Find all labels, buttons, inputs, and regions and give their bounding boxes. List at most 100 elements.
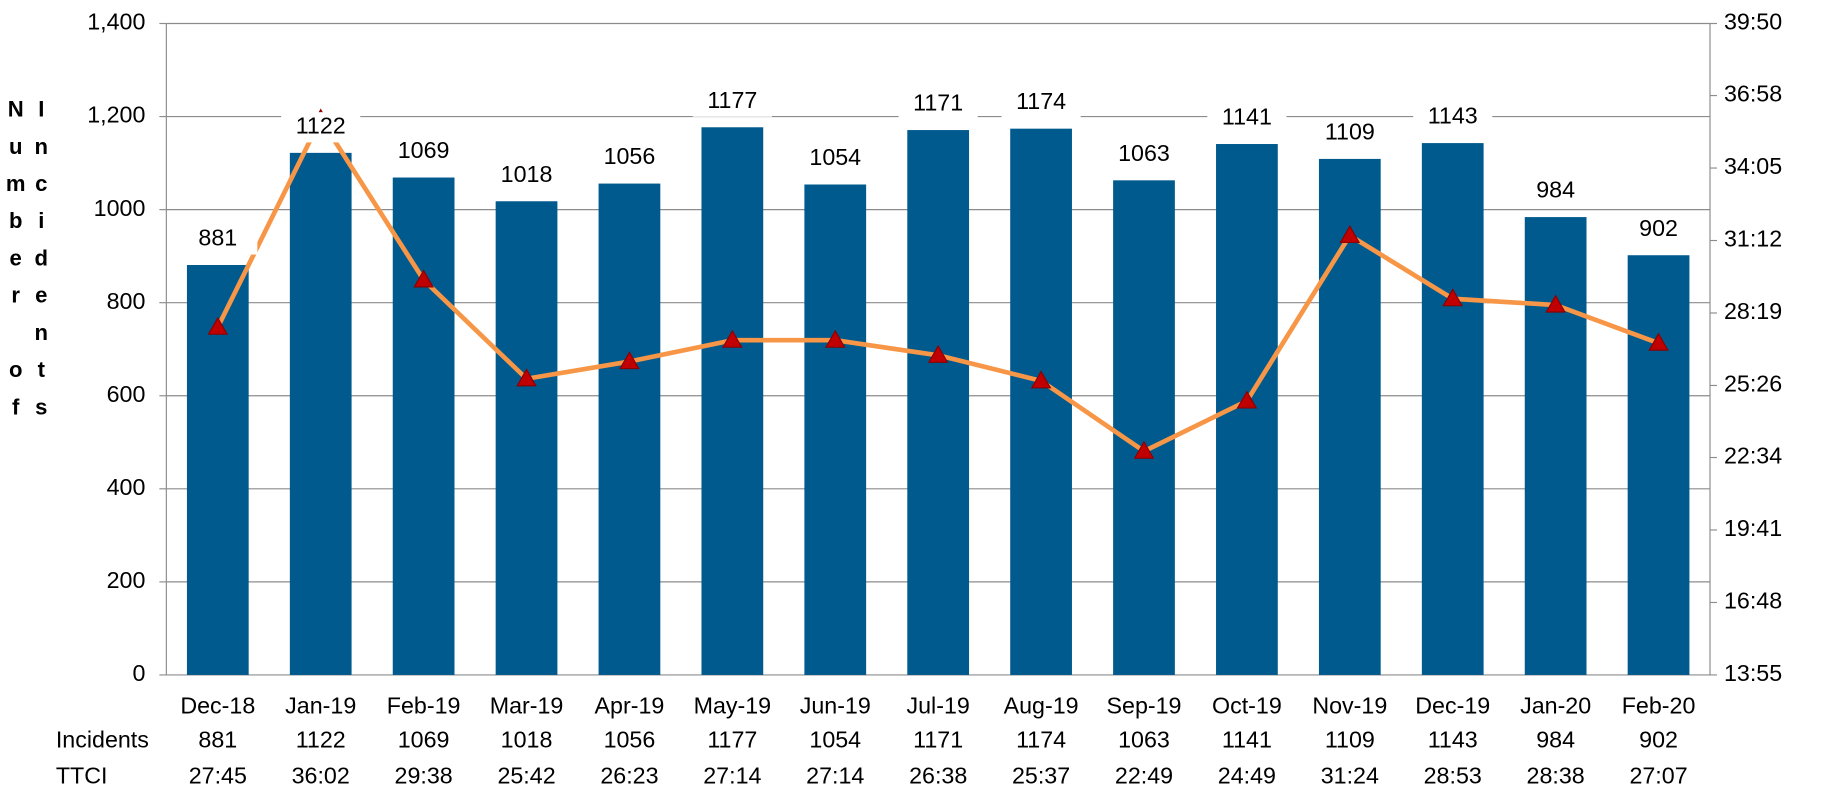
data-label: 1171 [913,90,963,116]
data-label-bg [589,142,669,174]
line-marker [824,329,846,348]
y-tick-label: 200 [107,567,146,593]
data-label-bg [1207,103,1287,134]
table-cell: 1177 [707,726,757,752]
x-tick-label: Feb-19 [387,693,461,719]
y2-tick-label: 36:58 [1724,81,1782,107]
table-row-label: Incidents [56,726,149,752]
bar [907,130,970,675]
x-tick-label: Jan-19 [285,693,356,719]
x-tick-label: Sep-19 [1107,693,1182,719]
bar [1627,255,1690,675]
bar [804,184,867,675]
line-marker [1545,294,1566,313]
table-cell: 24:49 [1218,762,1276,788]
data-label-bg [1413,102,1493,133]
table-cell: 1143 [1428,726,1478,752]
y2-tick-label: 16:48 [1724,588,1782,614]
y-tick-label: 600 [107,381,146,407]
data-label: 902 [1639,215,1678,241]
x-tick-label: Mar-19 [490,693,564,719]
data-label: 1069 [398,137,450,163]
data-label-bg [1516,176,1596,207]
x-tick-label: Oct-19 [1212,693,1282,719]
x-tick-label: May-19 [694,693,772,719]
data-label-bg [1310,118,1390,149]
table-cell: 27:14 [703,762,761,788]
x-tick-label: Nov-19 [1312,693,1387,719]
y-axis-title-box: Number of Incidents [3,97,49,433]
data-label-bg [1618,214,1699,245]
data-label-bg [384,136,464,168]
table-cell: 28:38 [1527,762,1585,788]
table-cell: 1171 [913,726,963,752]
y-tick-label: 400 [107,474,146,500]
y2-tick-label: 28:19 [1724,298,1782,324]
table-cell: 984 [1536,726,1575,752]
table-cell: 26:38 [909,762,967,788]
table-cell: 31:24 [1321,762,1379,788]
data-label-bg [178,224,258,255]
data-label: 881 [198,225,237,251]
data-label: 984 [1536,177,1575,203]
data-label: 1109 [1325,118,1375,144]
y-axis-title: Number of Incidents [3,97,49,433]
table-cell: 1109 [1325,726,1375,752]
data-label: 1141 [1222,104,1272,130]
y2-tick-label: 22:34 [1724,443,1782,469]
y-tick-label: 1,200 [87,102,145,128]
data-label: 1056 [604,143,656,169]
bar [392,177,455,675]
data-label-bg [1104,139,1184,170]
y-tick-label: 1,400 [87,9,145,35]
data-label: 1018 [501,161,553,187]
line-marker [1339,225,1361,244]
table-cell: 1063 [1118,726,1170,752]
data-label-bg [1001,87,1081,119]
data-label: 1054 [809,144,861,170]
line-marker [619,351,640,370]
data-label: 1143 [1428,103,1478,129]
line-marker [413,269,434,288]
bar [1318,158,1381,675]
table-cell: 881 [198,726,237,752]
data-label-bg [898,89,978,120]
line-marker [1030,370,1052,389]
x-tick-label: Dec-18 [180,693,255,719]
line-marker [722,329,743,348]
table-cell: 1056 [604,726,656,752]
data-label: 1177 [707,87,757,113]
table-cell: 27:07 [1629,762,1687,788]
y-tick-label: 1000 [94,195,146,221]
data-label: 1122 [296,112,346,138]
table-cell: 1069 [398,726,450,752]
table-cell: 902 [1639,726,1678,752]
table-cell: 25:37 [1012,762,1070,788]
y2-tick-label: 19:41 [1724,515,1782,541]
table-cell: 27:45 [189,762,247,788]
y2-tick-label: 25:26 [1724,371,1782,397]
data-label-bg [281,112,361,143]
line-marker [1236,390,1258,409]
x-tick-label: Aug-19 [1004,693,1079,719]
x-tick-label: Feb-20 [1622,693,1696,719]
x-tick-label: Dec-19 [1415,693,1490,719]
data-label-bg [486,160,567,191]
table-cell: 28:53 [1424,762,1482,788]
line-marker [516,368,537,387]
y2-tick-label: 39:50 [1724,9,1782,35]
line-marker [1648,332,1669,351]
x-tick-label: Jan-20 [1520,693,1591,719]
y2-tick-label: 34:05 [1724,153,1782,179]
table-cell: 27:14 [806,762,864,788]
table-cell: 26:23 [600,762,658,788]
line-marker [1133,440,1155,459]
table-row-label: TTCI [56,762,108,788]
bar [598,183,661,675]
line-marker [927,344,949,363]
table-cell: 1141 [1222,726,1272,752]
data-label: 1174 [1016,88,1066,114]
bar [701,127,764,675]
y-tick-label: 800 [107,288,146,314]
